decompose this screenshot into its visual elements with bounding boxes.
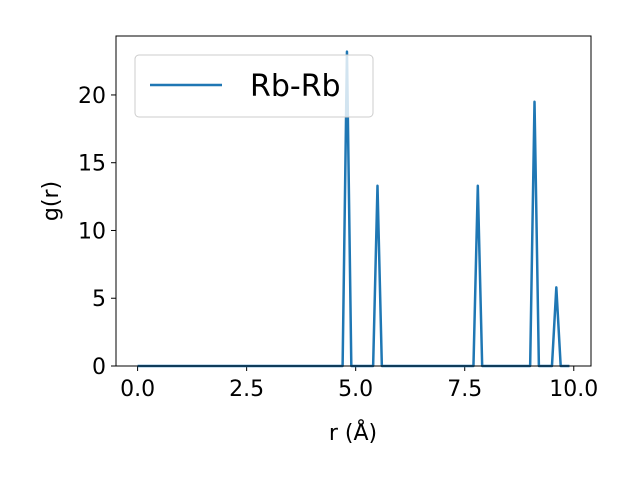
y-tick-label: 5: [92, 287, 106, 312]
x-tick-label: 2.5: [229, 377, 264, 402]
y-axis-label: g(r): [39, 181, 64, 221]
y-tick-label: 20: [78, 84, 106, 109]
x-axis-label: r (Å): [329, 419, 377, 446]
x-tick-label: 7.5: [447, 377, 482, 402]
x-tick-label: 0.0: [120, 377, 155, 402]
x-tick-label: 10.0: [549, 377, 598, 402]
legend-box: [134, 54, 374, 118]
x-tick-label: 5.0: [338, 377, 373, 402]
y-tick-label: 10: [78, 219, 106, 244]
y-tick-label: 15: [78, 152, 106, 177]
plot-frame: [115, 35, 592, 367]
legend-label: Rb-Rb: [250, 69, 341, 104]
y-tick-label: 0: [92, 355, 106, 380]
